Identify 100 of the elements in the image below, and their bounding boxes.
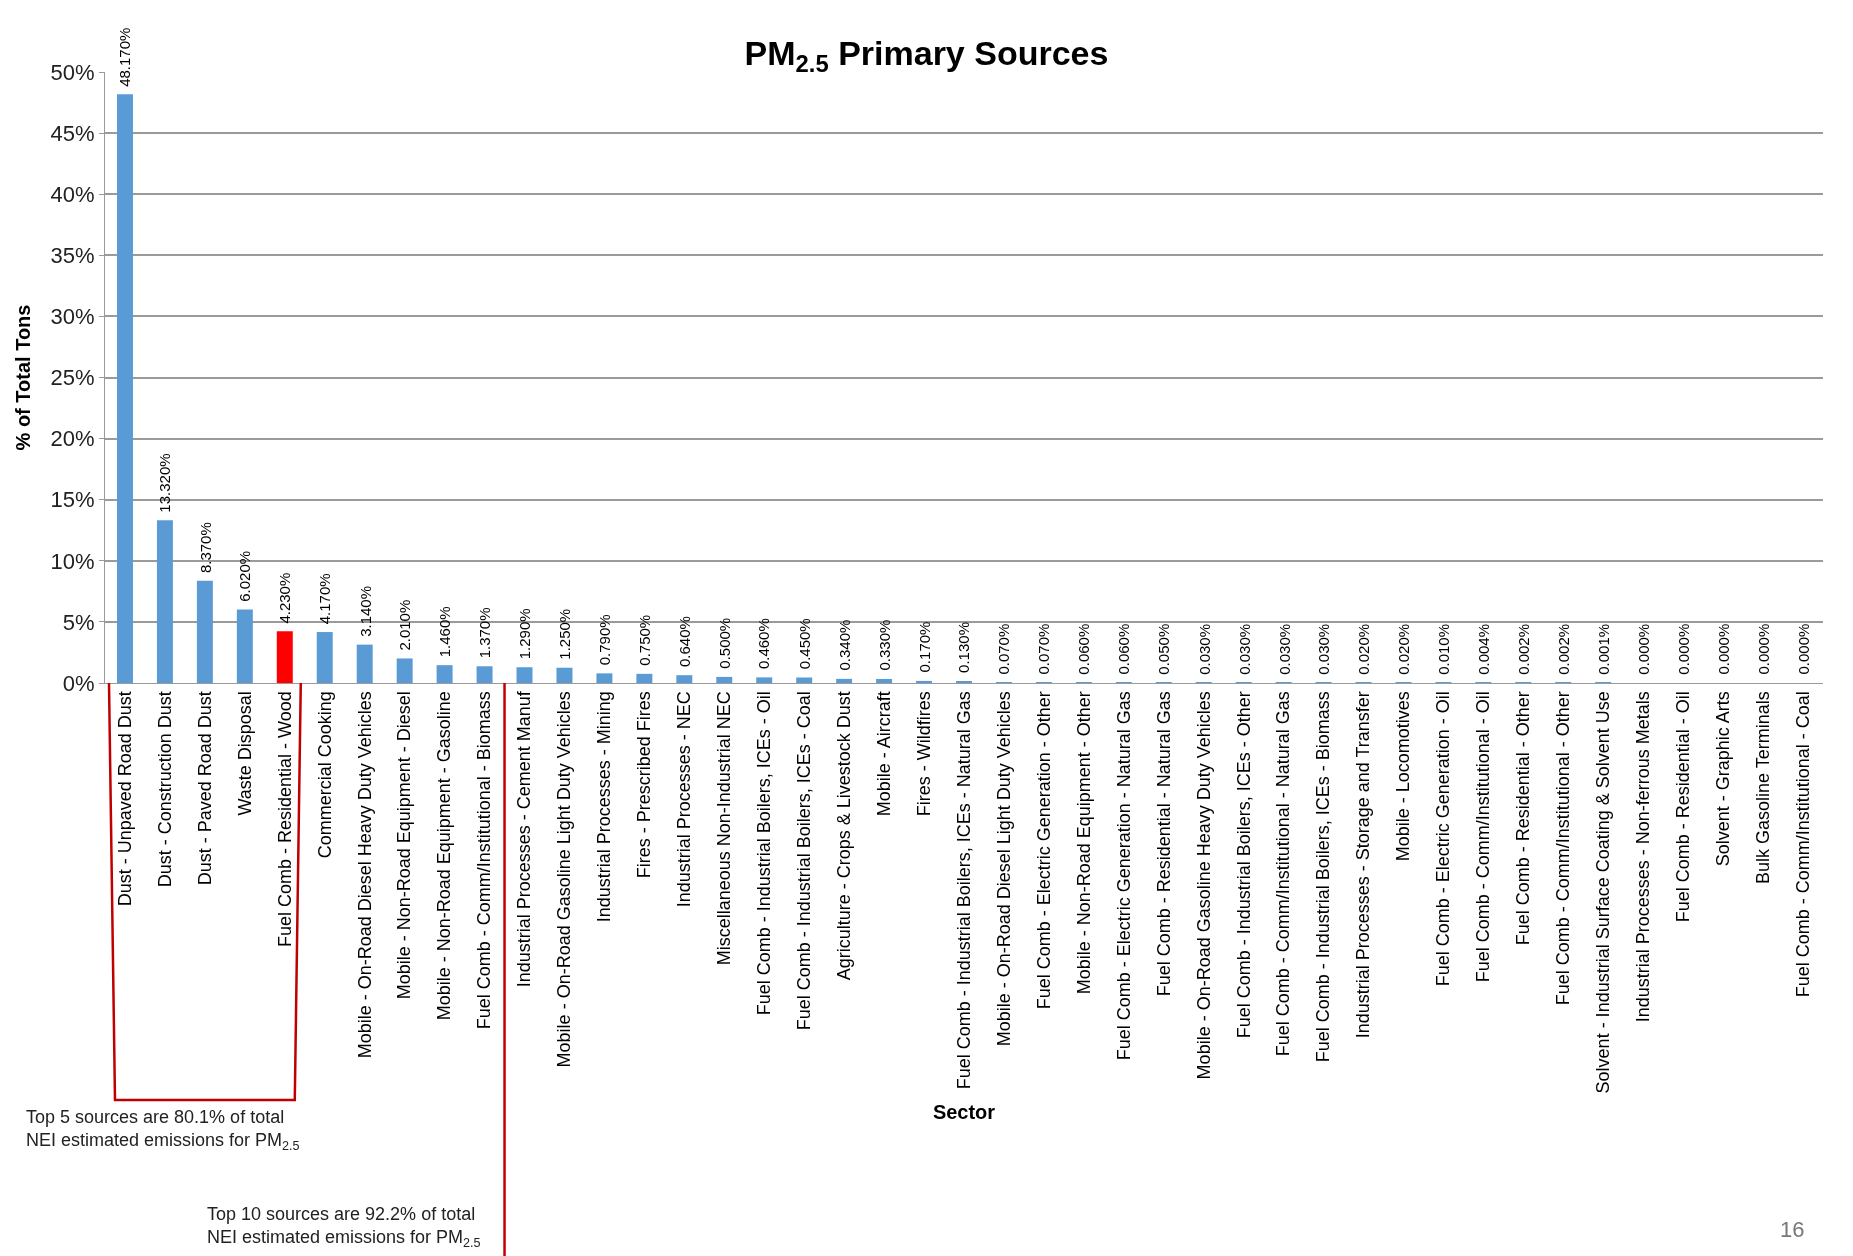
- bar: [836, 678, 853, 683]
- x-tick-label: Fuel Comb - Residential - Natural Gas: [1153, 691, 1174, 997]
- data-label: 0.070%: [1035, 623, 1053, 675]
- x-tick-label: Solvent - Industrial Surface Coating & Solvent Use: [1593, 691, 1614, 1094]
- data-label: 0.004%: [1474, 623, 1492, 675]
- data-label: 0.330%: [875, 619, 893, 671]
- x-tick-label: Mobile - Aircraft: [873, 691, 894, 817]
- data-label: 0.000%: [1754, 623, 1772, 675]
- bar: [716, 676, 733, 683]
- data-label: 0.010%: [1435, 623, 1453, 675]
- x-tick-label: Bulk Gasoline Terminals: [1752, 691, 1773, 884]
- data-label: 8.370%: [196, 522, 214, 574]
- x-tick-label: Fuel Comb - Comm/Institutional - Other: [1553, 691, 1574, 1006]
- x-tick-label: Fuel Comb - Industrial Boilers, ICEs - Other: [1233, 691, 1254, 1039]
- data-label: 0.030%: [1235, 623, 1253, 675]
- bar: [156, 520, 173, 683]
- data-label: 0.001%: [1594, 623, 1612, 675]
- x-tick-label: Industrial Processes - Mining: [594, 691, 615, 923]
- x-tick-label: Fuel Comb - Electric Generation - Other: [1033, 691, 1054, 1010]
- bar: [756, 677, 773, 683]
- chart-title: PM$_{2.5}$ Primary Sources: [744, 33, 1109, 77]
- y-axis-title: % of Total Tons: [12, 304, 35, 451]
- x-tick-label: Fuel Comb - Industrial Boilers, ICEs - Biomass: [1313, 691, 1334, 1063]
- data-label: 0.000%: [1714, 623, 1732, 675]
- y-tick-label: 0%: [62, 670, 95, 696]
- data-label: 48.170%: [116, 27, 134, 87]
- x-tick-label: Fuel Comb - Industrial Boilers, ICEs - Natural Gas: [953, 691, 974, 1090]
- bar: [396, 658, 413, 683]
- data-label: 0.750%: [636, 614, 654, 666]
- bar: [636, 673, 653, 683]
- x-tick-label: Mobile - Non-Road Equipment - Other: [1073, 691, 1094, 995]
- data-label: 4.230%: [275, 572, 293, 624]
- x-tick-label: Mobile - Locomotives: [1393, 691, 1414, 862]
- data-label: 0.060%: [1115, 623, 1133, 675]
- data-label: 0.340%: [835, 619, 853, 671]
- y-tick-label: 35%: [50, 243, 95, 268]
- bar: [916, 680, 933, 683]
- x-tick-label: Industrial Processes - Storage and Transfer: [1353, 691, 1374, 1039]
- data-label: 1.460%: [435, 606, 453, 658]
- x-tick-label: Dust - Paved Road Dust: [194, 691, 215, 886]
- x-tick-label: Industrial Processes - Non-ferrous Metals: [1633, 691, 1654, 1023]
- data-label: 0.500%: [715, 617, 733, 669]
- data-label: 0.000%: [1794, 623, 1812, 675]
- data-label: 0.170%: [915, 621, 933, 673]
- bar: [356, 644, 373, 683]
- data-label: 0.070%: [995, 623, 1013, 675]
- x-tick-label: Fuel Comb - Comm/Institutional - Coal: [1792, 691, 1813, 998]
- x-tick-label: Fires - Wildfires: [913, 691, 934, 817]
- x-tick-label: Fuel Comb - Electric Generation - Oil: [1433, 691, 1454, 987]
- bar: [556, 667, 573, 683]
- x-tick-label: Mobile - On-Road Diesel Light Duty Vehicles: [993, 691, 1014, 1047]
- data-label: 0.050%: [1154, 623, 1172, 675]
- x-tick-label: Fuel Comb - Comm/Institutional - Natural Gas: [1273, 691, 1294, 1057]
- x-tick-label: Waste Disposal: [234, 691, 255, 816]
- x-tick-label: Miscellaneous Non-Industrial NEC: [714, 691, 735, 966]
- x-tick-label: Fuel Comb - Residential - Other: [1513, 691, 1534, 946]
- bar: [676, 675, 693, 683]
- y-tick-label: 40%: [50, 181, 95, 207]
- bar: [116, 94, 133, 683]
- x-axis-title: Sector: [932, 1100, 996, 1123]
- x-tick-label: Mobile - On-Road Diesel Heavy Duty Vehicles: [354, 691, 375, 1059]
- data-label: 3.140%: [356, 585, 374, 637]
- y-tick-label: 45%: [50, 120, 95, 146]
- y-tick-label: 50%: [50, 59, 95, 85]
- x-tick-label: Fuel Comb - Industrial Boilers, ICEs - Coal: [794, 691, 815, 1031]
- y-tick-label: 5%: [62, 609, 95, 635]
- data-label: 4.170%: [316, 573, 334, 625]
- data-label: 0.002%: [1514, 623, 1532, 675]
- x-tick-label: Mobile - On-Road Gasoline Heavy Duty Vehicles: [1193, 691, 1214, 1080]
- x-tick-label: Mobile - On-Road Gasoline Light Duty Vehicles: [554, 691, 575, 1068]
- bar: [516, 667, 533, 683]
- x-tick-label: Fuel Comb - Comm/Institutional - Biomass: [474, 691, 495, 1030]
- data-label: 1.250%: [556, 608, 574, 660]
- text: Top 5 sources are 80.1% of total NEI estimated emissions for PM$_{2.5}$: [26, 1107, 300, 1154]
- bar: [436, 665, 453, 683]
- x-tick-label: Solvent - Graphic Arts: [1712, 691, 1733, 867]
- bar: [796, 677, 813, 683]
- data-label: 0.030%: [1315, 623, 1333, 675]
- x-tick-label: Industrial Processes - NEC: [674, 691, 695, 908]
- y-tick-label: 15%: [50, 487, 95, 513]
- x-tick-label: Fuel Comb - Electric Generation - Natural Gas: [1113, 691, 1134, 1061]
- bar: [236, 609, 253, 683]
- x-tick-label: Fuel Comb - Residential - Wood: [274, 691, 295, 947]
- bar: [276, 631, 293, 683]
- data-label: 6.020%: [235, 550, 253, 602]
- data-label: 0.130%: [955, 622, 973, 673]
- x-tick-label: Dust - Unpaved Road Dust: [114, 691, 135, 907]
- data-label: 1.370%: [475, 607, 493, 659]
- data-label: 0.060%: [1075, 623, 1093, 675]
- data-label: 0.790%: [595, 614, 613, 666]
- data-label: 0.020%: [1355, 623, 1373, 675]
- x-tick-label: Fires - Prescribed Fires: [634, 691, 655, 879]
- data-label: 0.460%: [755, 618, 773, 670]
- data-label: 2.010%: [395, 599, 413, 651]
- y-tick-label: 10%: [50, 548, 95, 574]
- data-label: 0.450%: [796, 618, 814, 670]
- x-tick-label: Fuel Comb - Comm/Institutional - Oil: [1473, 691, 1494, 983]
- text: 16: [1780, 1217, 1805, 1242]
- x-tick-label: Fuel Comb - Industrial Boilers, ICEs - Oil: [754, 691, 775, 1016]
- x-tick-label: Agriculture - Crops & Livestock Dust: [833, 691, 854, 981]
